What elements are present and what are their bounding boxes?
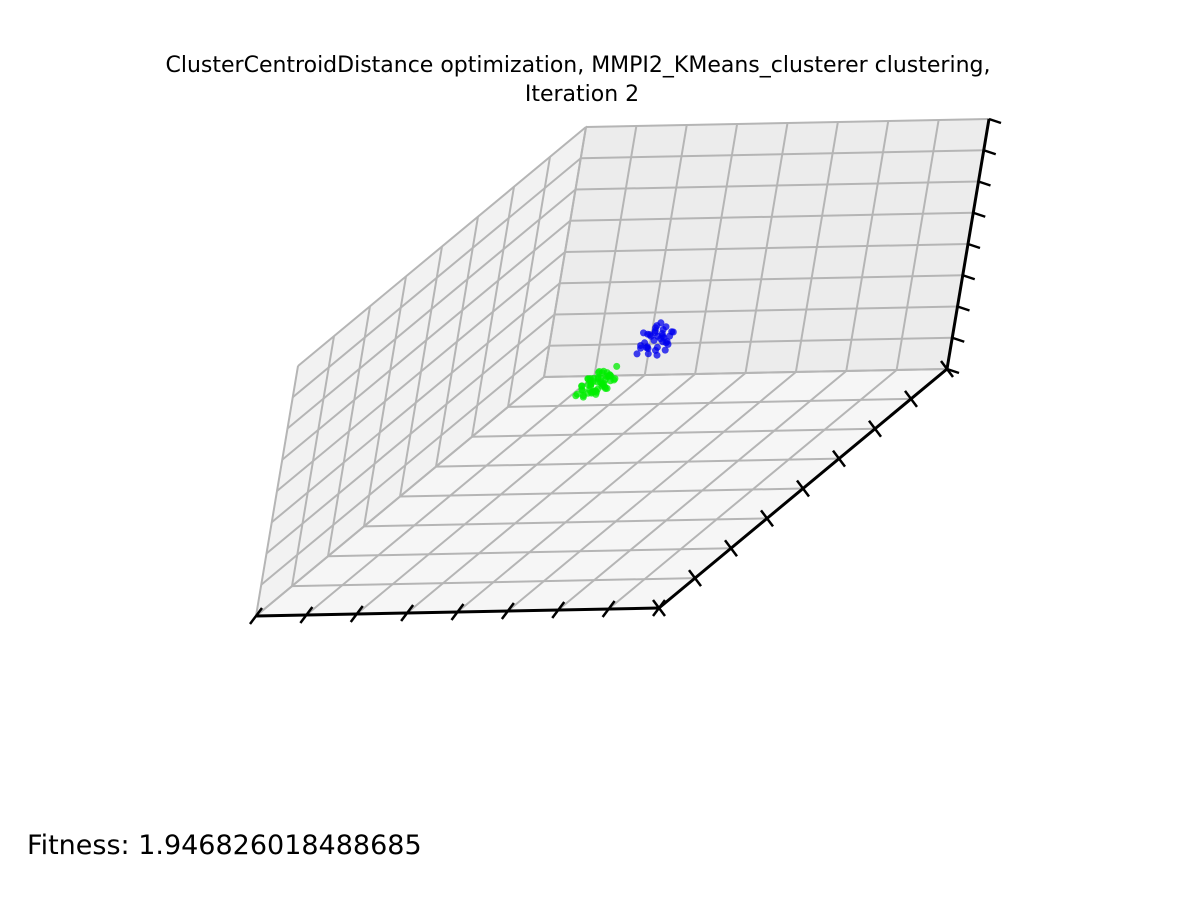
scatter-point: [589, 388, 597, 396]
axis-lines: [249, 117, 1002, 625]
scatter-point: [644, 350, 652, 358]
scatter-point: [587, 380, 595, 388]
grid-line: [281, 219, 571, 461]
x-axis-tick: [400, 604, 415, 622]
x-axis-tick: [349, 605, 364, 623]
scatter-point: [578, 382, 586, 390]
grid-line: [291, 335, 335, 587]
grid-line: [794, 121, 839, 373]
z-axis-tick: [962, 274, 976, 281]
scatter-point: [586, 375, 594, 383]
grid-line: [575, 180, 979, 191]
chart-title: ClusterCentroidDistance optimization, MM…: [166, 53, 991, 78]
z-axis-tick: [946, 367, 960, 375]
grid-line: [557, 370, 847, 611]
x-axis-tick: [299, 606, 314, 624]
scatter-point: [662, 339, 670, 347]
grid-line: [580, 149, 984, 160]
scatter-point: [633, 350, 641, 358]
grid-line: [363, 517, 768, 528]
grid-line: [327, 547, 732, 558]
y-axis-tick: [832, 449, 846, 468]
grid-line: [276, 251, 566, 492]
scatter-point: [607, 372, 615, 380]
scatter-point: [597, 378, 604, 386]
y-axis-tick: [724, 539, 738, 557]
z-axis-tick: [951, 336, 965, 343]
scatter-point: [595, 368, 603, 375]
x-axis-tick: [249, 607, 263, 625]
scatter-point: [658, 330, 666, 337]
grid-line: [291, 577, 696, 588]
y-axis-tick: [868, 420, 882, 438]
scatter-point: [661, 346, 669, 354]
grid-line: [286, 188, 577, 430]
y-axis-tick: [652, 599, 666, 617]
scatter-point: [651, 329, 659, 336]
grid-line: [327, 306, 371, 557]
grid-line: [456, 372, 747, 613]
scatter-points: [572, 319, 677, 401]
grid-line: [297, 126, 587, 367]
y-axis-tick: [688, 569, 702, 587]
z-axis-tick: [957, 305, 970, 312]
y-axis-tick: [796, 479, 810, 498]
x-axis-tick: [450, 603, 465, 621]
grid-line: [895, 119, 940, 371]
scatter-point: [653, 343, 661, 351]
scatter-point: [603, 384, 611, 392]
scatter-point: [637, 342, 645, 349]
grid-line: [570, 211, 974, 222]
y-axis-tick: [904, 390, 918, 408]
z-axis-tick: [983, 149, 997, 156]
z-axis-tick: [988, 117, 1002, 125]
grid-line: [607, 369, 898, 610]
z-axis-tick: [967, 242, 981, 250]
grid-line: [585, 118, 990, 128]
chart-subtitle: Iteration 2: [525, 82, 639, 107]
x-axis-tick: [601, 600, 616, 618]
grid-line: [564, 243, 969, 253]
axis-panes: [253, 118, 990, 618]
grid-line: [363, 276, 407, 527]
grid-line: [255, 365, 299, 617]
scatter-point: [643, 344, 651, 352]
scatter-point: [579, 393, 587, 401]
z-axis-tick: [972, 211, 986, 218]
grid-line: [292, 157, 582, 399]
y-axis-tick: [760, 509, 774, 528]
x-axis-tick: [551, 601, 566, 619]
scatter-point: [657, 319, 665, 327]
scatter-point: [640, 329, 647, 337]
x-axis-tick: [500, 602, 515, 620]
scatter-point: [669, 328, 677, 336]
grid-line: [507, 371, 797, 612]
fitness-annotation: Fitness: 1.946826018488685: [27, 830, 422, 861]
z-axis-tick: [978, 180, 991, 187]
scatter-point: [613, 362, 621, 370]
grid-line: [845, 120, 890, 372]
scatter-point: [573, 390, 581, 398]
